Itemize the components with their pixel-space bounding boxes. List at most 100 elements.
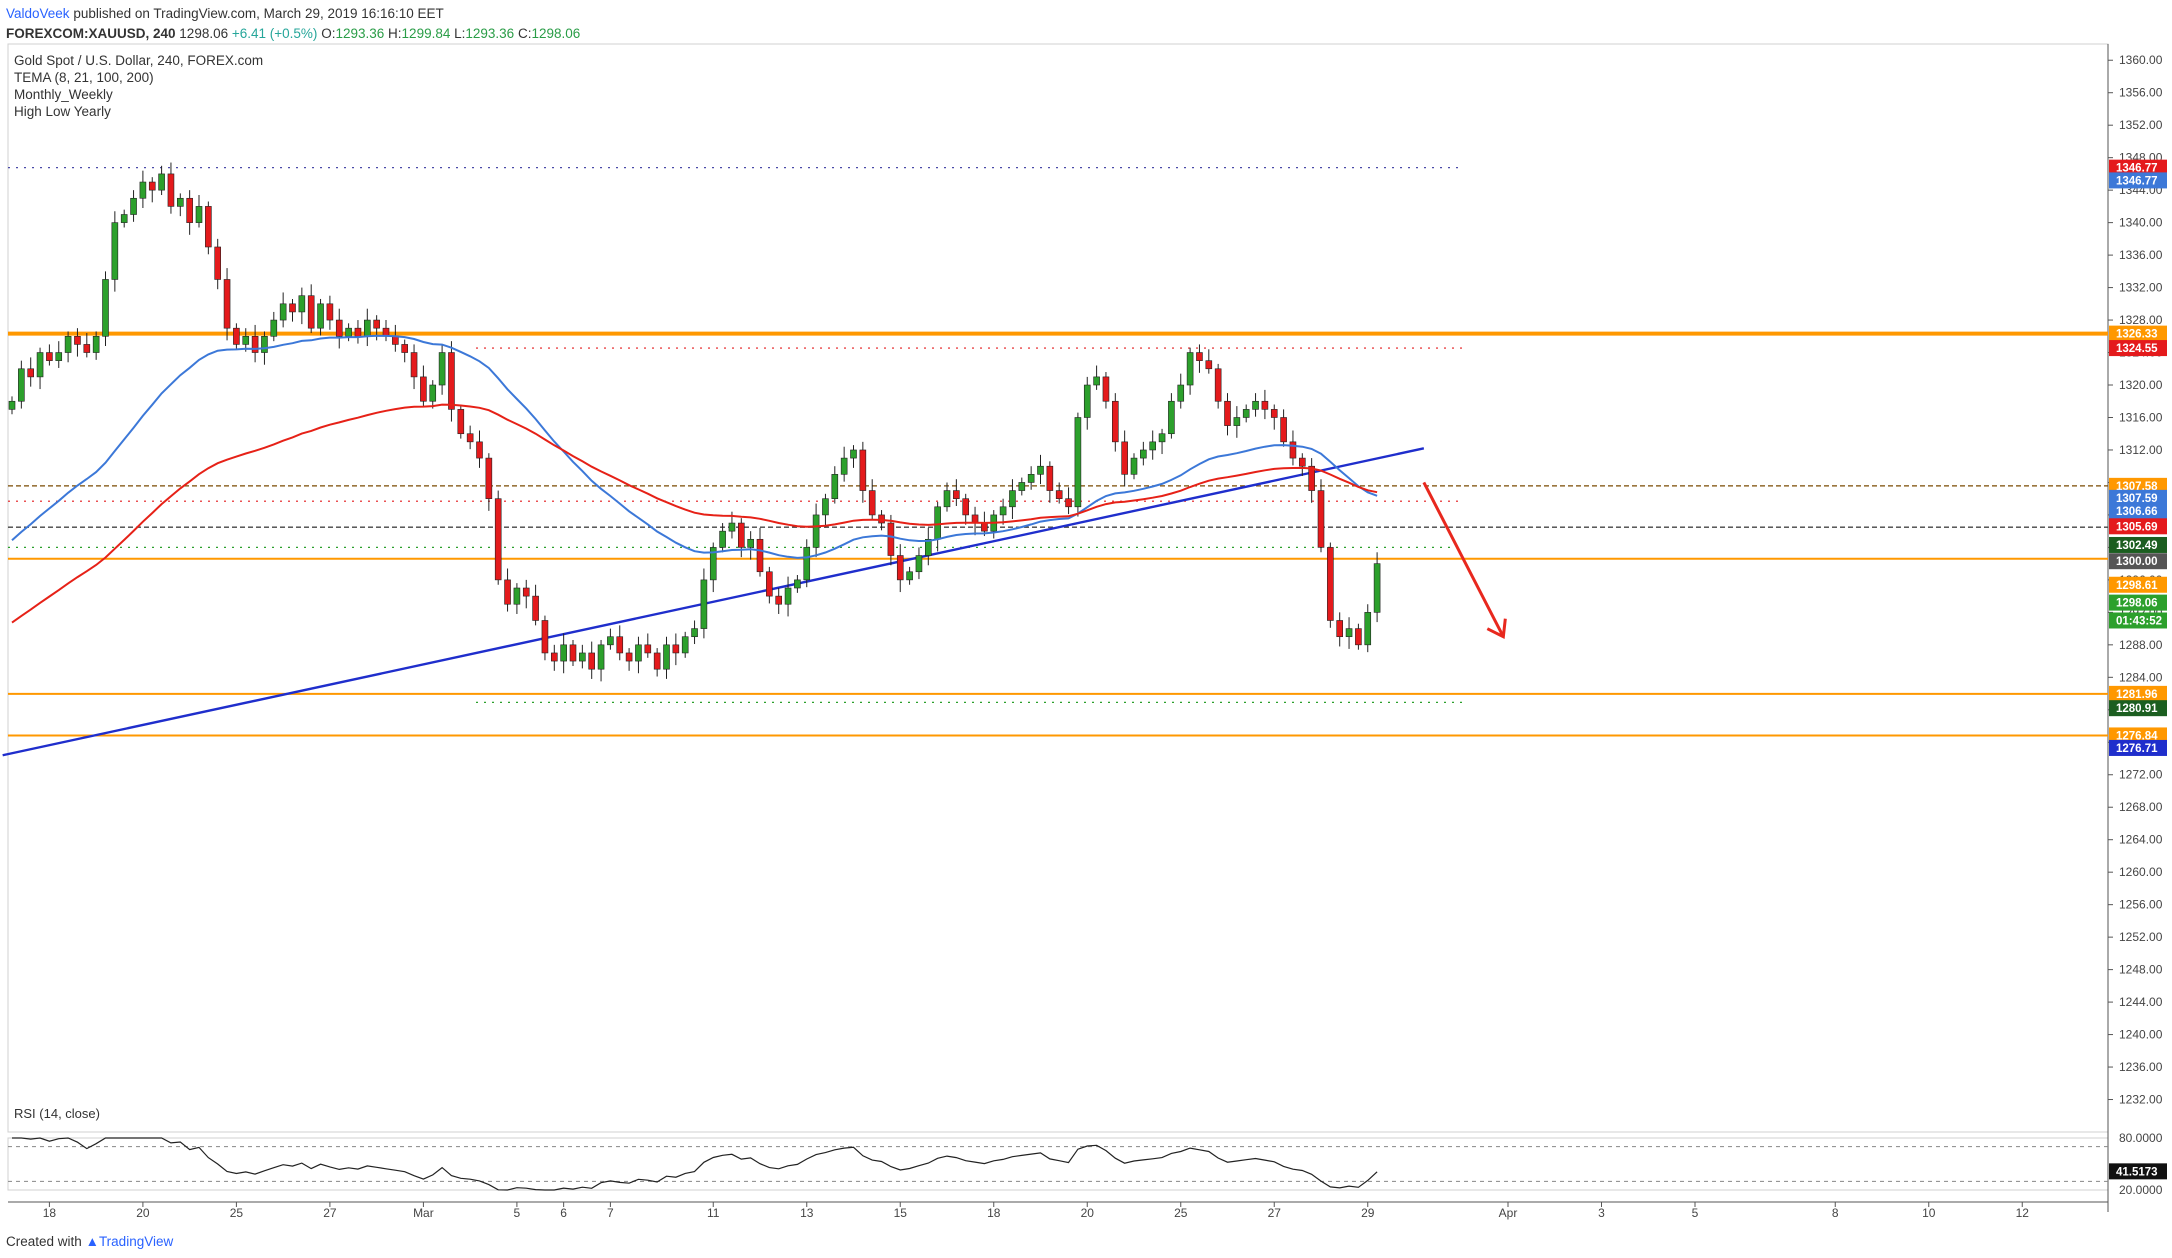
time-tick-label: 18 (987, 1206, 1001, 1220)
candle-body (438, 352, 446, 386)
price-tick-label: 1352.00 (2119, 118, 2163, 132)
candle-body (18, 368, 25, 402)
candle-body (120, 214, 128, 223)
price-tick-label: 1332.00 (2119, 281, 2163, 295)
price-tag-label: 1305.69 (2116, 521, 2158, 533)
price-tick-label: 1248.00 (2119, 963, 2163, 977)
price-tag-label: 1300.00 (2116, 556, 2158, 568)
low-label: L: (454, 26, 466, 41)
price-tag (2109, 594, 2167, 611)
candle-body (1009, 490, 1016, 508)
candle-body (1074, 417, 1082, 508)
candle-body (625, 652, 633, 662)
price-tag (2109, 489, 2167, 506)
candle-body (27, 368, 35, 378)
price-tag (2109, 518, 2167, 535)
price-tick-label: 1284.00 (2119, 670, 2163, 684)
price-tick-label: 1288.00 (2119, 638, 2163, 652)
price-tag-label: 01:43:52 (2116, 615, 2162, 627)
legend-tema[interactable]: TEMA (8, 21, 100, 200) (14, 70, 154, 85)
price-tick-label: 1312.00 (2119, 443, 2163, 457)
candle-body (1158, 433, 1166, 443)
price-tag-label: 1307.58 (2116, 481, 2158, 493)
candle-body (36, 352, 44, 378)
candle-body (74, 335, 81, 345)
candle-body (1196, 352, 1203, 361)
time-tick-label: 7 (607, 1206, 614, 1220)
time-tick-label: 3 (1598, 1206, 1605, 1220)
time-tick-label: 12 (2016, 1206, 2030, 1220)
tema-blue-line (11, 334, 1378, 559)
candle-body (167, 173, 175, 207)
candle-body (1168, 400, 1175, 435)
time-tick-label: 11 (707, 1206, 720, 1220)
candle-body (766, 571, 773, 597)
candle-body (840, 457, 848, 475)
author-link[interactable]: ValdoVeek (6, 6, 70, 21)
price-tick-label: 1236.00 (2119, 1060, 2163, 1074)
candle-body (1149, 441, 1156, 451)
price-tick-label: 1268.00 (2119, 800, 2163, 814)
tradingview-logo[interactable]: ▲TradingView (85, 1234, 174, 1249)
candle-body (1233, 417, 1241, 426)
published-text: published on TradingView.com, March 29, … (69, 6, 444, 21)
candle-body (326, 303, 334, 321)
candle-body (307, 295, 315, 329)
candle-body (915, 555, 923, 573)
candle-body (1065, 498, 1072, 508)
candle-body (494, 498, 502, 581)
candle-body (1280, 417, 1287, 443)
candle-body (1140, 449, 1147, 459)
candle-body (158, 173, 165, 191)
candle-body (1214, 368, 1222, 402)
rsi-label[interactable]: RSI (14, close) (14, 1106, 100, 1121)
candle-body (747, 538, 754, 548)
candle-body (205, 206, 212, 248)
candle-body (1055, 490, 1063, 499)
candle-body (410, 352, 418, 378)
candle-body (363, 319, 371, 337)
price-tag-label: 1307.59 (2116, 493, 2158, 505)
candle-body (139, 181, 147, 199)
candle-body (822, 498, 829, 516)
candle-body (775, 595, 783, 605)
candle-body (1046, 465, 1054, 491)
time-tick-label: 10 (1922, 1206, 1936, 1220)
candle-body (588, 652, 596, 670)
candle-body (569, 644, 577, 662)
candle-body (953, 490, 960, 499)
time-tick-label: 5 (1692, 1206, 1699, 1220)
candle-body (1261, 400, 1269, 410)
legend-monthly-weekly[interactable]: Monthly_Weekly (14, 87, 113, 102)
candle-body (1327, 547, 1334, 621)
forecast-arrow-shaft (1422, 481, 1505, 638)
candle-body (999, 506, 1007, 516)
time-tick-label: Apr (1499, 1206, 1518, 1220)
candle-body (130, 197, 137, 215)
price-change: +6.41 (+0.5%) (231, 26, 318, 41)
candle-body (962, 498, 970, 516)
price-tag-label: 1302.49 (2116, 540, 2158, 552)
legend-high-low[interactable]: High Low Yearly (14, 104, 111, 119)
candle-body (279, 303, 287, 321)
price-tag (2109, 685, 2167, 702)
symbol-label: FOREXCOM:XAUUSD, 240 (6, 26, 176, 41)
price-tick-label: 1356.00 (2119, 86, 2163, 100)
price-tick-label: 1336.00 (2119, 248, 2163, 262)
candle-body (794, 579, 801, 589)
time-tick-label: 20 (136, 1206, 150, 1220)
price-tick-label: 1272.00 (2119, 768, 2163, 782)
candle-body (1289, 441, 1297, 459)
candle-body (1186, 352, 1194, 386)
candle-body (709, 547, 717, 581)
price-tag (2109, 325, 2167, 342)
close-value: 1298.06 (531, 26, 581, 41)
price-tag (2109, 159, 2167, 176)
price-tag-label: 1326.33 (2116, 329, 2158, 341)
candle-body (1102, 376, 1110, 402)
candle-body (1205, 360, 1213, 370)
candle-body (1093, 376, 1100, 386)
tema-red-line (11, 403, 1378, 624)
candle-body (756, 538, 764, 573)
